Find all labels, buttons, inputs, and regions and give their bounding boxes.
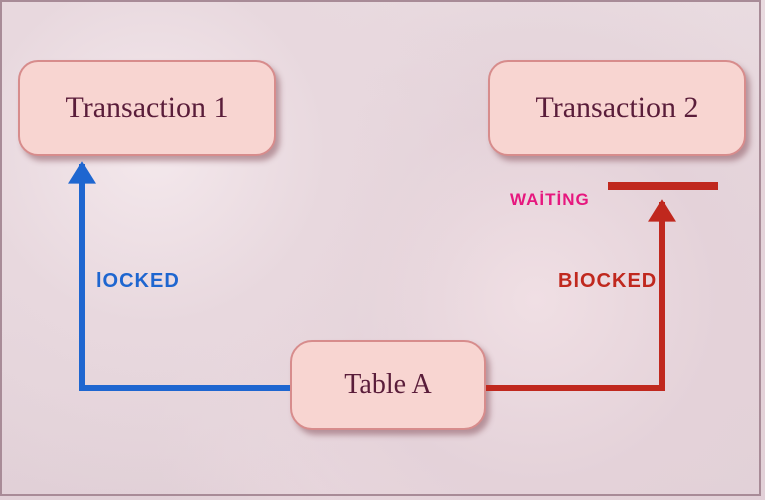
node-transaction-1: Transaction 1 — [18, 60, 276, 156]
edge-label-text: lOCKED — [96, 270, 180, 292]
edge-label-blocked: BlOCKED — [558, 270, 657, 293]
diagram-canvas: Transaction 1 Transaction 2 Table A lOCK… — [0, 0, 765, 500]
node-label: Transaction 1 — [65, 91, 228, 125]
edge-label-locked: lOCKED — [96, 270, 180, 293]
node-transaction-2: Transaction 2 — [488, 60, 746, 156]
annotation-text: WAİTİNG — [510, 190, 590, 209]
node-label: Table A — [344, 369, 431, 401]
node-table-a: Table A — [290, 340, 486, 430]
edge-label-text: BlOCKED — [558, 270, 657, 292]
annotation-waiting: WAİTİNG — [510, 190, 590, 210]
node-label: Transaction 2 — [535, 91, 698, 125]
